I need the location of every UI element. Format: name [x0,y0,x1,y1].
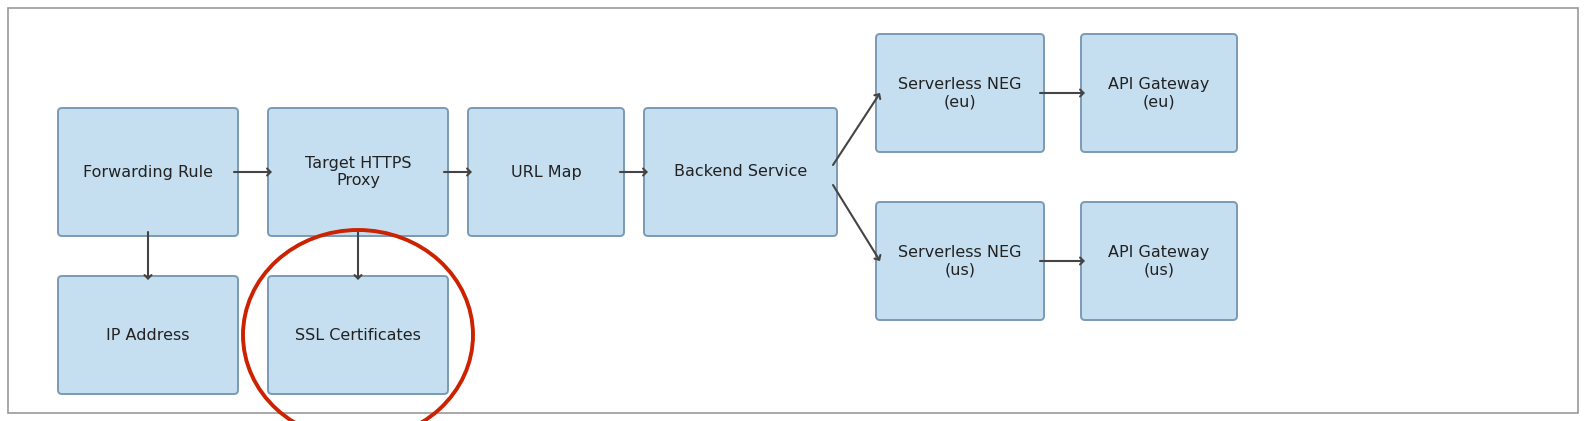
Text: IP Address: IP Address [106,328,190,343]
FancyBboxPatch shape [1082,34,1237,152]
Text: Serverless NEG
(eu): Serverless NEG (eu) [898,77,1021,109]
FancyBboxPatch shape [268,108,447,236]
Text: Forwarding Rule: Forwarding Rule [82,165,213,179]
FancyBboxPatch shape [468,108,623,236]
Text: API Gateway
(us): API Gateway (us) [1109,245,1210,277]
FancyBboxPatch shape [875,34,1044,152]
Text: Target HTTPS
Proxy: Target HTTPS Proxy [305,156,411,188]
FancyBboxPatch shape [59,108,238,236]
Text: URL Map: URL Map [511,165,582,179]
FancyBboxPatch shape [875,202,1044,320]
FancyBboxPatch shape [644,108,837,236]
Text: API Gateway
(eu): API Gateway (eu) [1109,77,1210,109]
Text: SSL Certificates: SSL Certificates [295,328,420,343]
Text: Serverless NEG
(us): Serverless NEG (us) [898,245,1021,277]
Text: Backend Service: Backend Service [674,165,807,179]
FancyBboxPatch shape [1082,202,1237,320]
FancyBboxPatch shape [59,276,238,394]
FancyBboxPatch shape [268,276,447,394]
